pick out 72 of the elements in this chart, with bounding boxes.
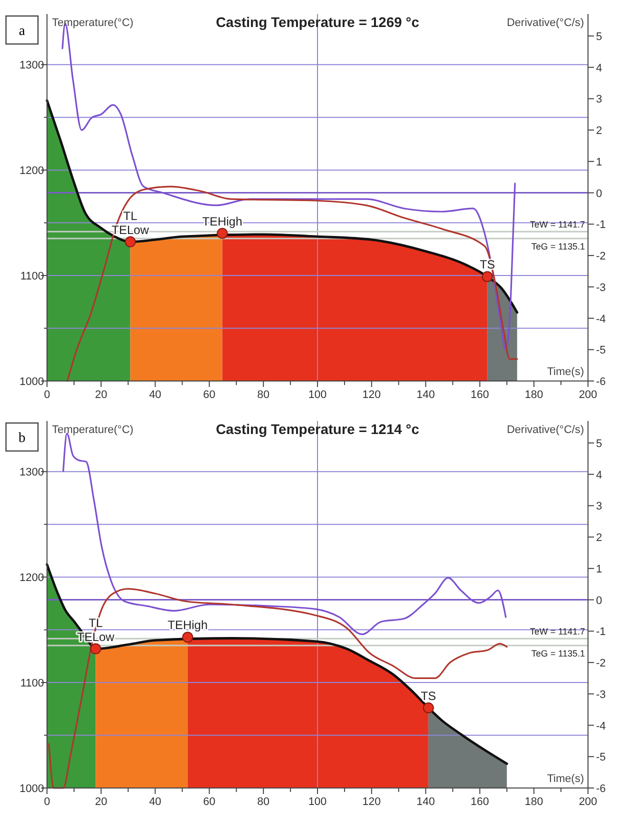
x-tick-label: 80 <box>257 389 270 401</box>
x-tick-label: 180 <box>524 389 544 401</box>
x-tick-label: 100 <box>308 389 327 401</box>
y2-tick-label: 3 <box>596 500 602 513</box>
x-tick-label: 0 <box>44 389 50 401</box>
y2-tick-label: 5 <box>596 438 602 450</box>
x-axis-title: Time(s) <box>547 366 584 378</box>
y2-tick-label: 3 <box>596 94 602 106</box>
x-tick-label: 200 <box>578 389 598 401</box>
ref-line-label: TeW = 1141.7 <box>530 626 585 637</box>
y2-tick-label: 4 <box>596 62 602 74</box>
x-tick-label: 100 <box>308 796 327 808</box>
y-tick-label: 1100 <box>20 678 44 690</box>
chart-title: Casting Temperature = 1214 °c <box>216 421 420 437</box>
y2-tick-label: -6 <box>596 376 606 388</box>
y2-tick-label: -1 <box>596 219 606 232</box>
annotation: TS <box>420 688 436 703</box>
y2-axis-title: Derivative(°C/s) <box>506 17 584 29</box>
y-axis-title: Temperature(°C) <box>52 17 134 29</box>
x-tick-label: 140 <box>416 796 435 808</box>
x-tick-label: 60 <box>203 796 216 808</box>
y2-tick-label: 0 <box>596 188 602 200</box>
x-tick-label: 200 <box>578 796 598 808</box>
x-tick-label: 120 <box>362 389 381 401</box>
y-tick-label: 1300 <box>20 466 44 479</box>
y2-tick-label: 1 <box>596 156 602 168</box>
text: b <box>18 431 26 446</box>
y2-tick-label: -3 <box>596 282 606 294</box>
chart-title: Casting Temperature = 1269 °c <box>216 14 420 30</box>
y2-tick-label: -2 <box>596 250 606 263</box>
x-axis-title: Time(s) <box>547 773 584 785</box>
y-tick-label: 1300 <box>20 60 44 72</box>
y2-tick-label: 2 <box>596 125 602 138</box>
x-tick-label: 60 <box>203 389 216 401</box>
x-tick-label: 20 <box>94 389 108 401</box>
x-tick-label: 160 <box>470 796 489 808</box>
x-tick-label: 180 <box>524 796 544 808</box>
x-tick-label: 120 <box>362 796 381 808</box>
ref-line-label: TeW = 1141.7 <box>530 220 585 230</box>
y-tick-label: 1200 <box>20 572 44 584</box>
y-tick-label: 1200 <box>20 165 44 178</box>
y2-tick-label: -5 <box>596 752 606 764</box>
text: a <box>18 24 26 39</box>
x-tick-label: 0 <box>44 796 50 808</box>
y2-tick-label: -3 <box>596 688 606 701</box>
y2-tick-label: -1 <box>596 626 606 638</box>
y2-tick-label: 1 <box>596 563 602 576</box>
x-tick-label: 40 <box>149 796 162 808</box>
x-tick-label: 20 <box>94 796 108 808</box>
y2-tick-label: -4 <box>596 313 606 326</box>
x-tick-label: 80 <box>257 796 270 808</box>
y2-axis-title: Derivative(°C/s) <box>506 424 584 436</box>
y-tick-label: 1000 <box>20 783 44 795</box>
ref-line-label: TeG = 1135.1 <box>531 648 585 659</box>
y2-tick-label: 2 <box>596 532 602 544</box>
x-tick-label: 40 <box>149 389 162 401</box>
x-tick-label: 160 <box>470 389 489 401</box>
annotation: TEHigh <box>168 618 208 632</box>
y-tick-label: 1000 <box>20 376 44 388</box>
y2-tick-label: 5 <box>596 30 602 43</box>
y-tick-label: 1100 <box>20 270 44 283</box>
annotation: TL <box>123 208 138 223</box>
annotation: TEHigh <box>202 214 242 228</box>
y2-tick-label: -2 <box>596 658 606 670</box>
x-tick-label: 140 <box>416 389 435 401</box>
y2-tick-label: 4 <box>596 469 602 482</box>
y2-tick-label: -6 <box>596 783 606 795</box>
y-axis-title: Temperature(°C) <box>52 424 134 436</box>
y2-tick-label: -4 <box>596 720 606 732</box>
ref-line-label: TeG = 1135.1 <box>531 242 585 252</box>
y2-tick-label: 0 <box>596 594 602 607</box>
y2-tick-label: -5 <box>596 344 606 357</box>
